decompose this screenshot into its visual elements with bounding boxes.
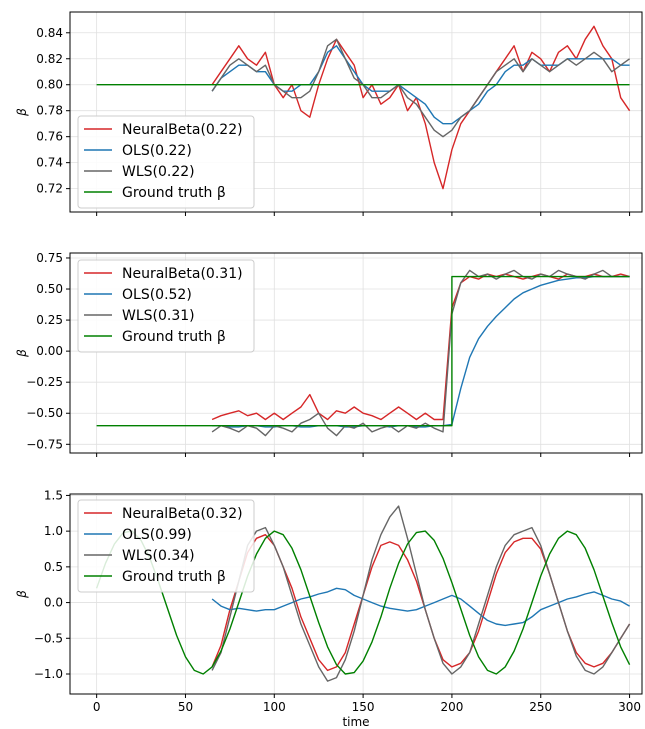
x-tick-label: 300 — [618, 700, 641, 714]
chart-panel-1: 0.72 0.74 0.76 0.78 0.80 0.82 0.84 β NeuralBeta(… — [15, 11, 643, 216]
series-line-2 — [211, 587, 630, 627]
y-tick-label: 0.82 — [36, 52, 63, 66]
legend-label: NeuralBeta(0.22) — [122, 122, 243, 138]
legend-label: OLS(0.99) — [122, 527, 192, 543]
y-axis-label: β — [15, 108, 29, 117]
legend-label: WLS(0.34) — [122, 548, 195, 564]
y-tick-label: 0.84 — [36, 26, 63, 40]
series-line-3 — [211, 38, 631, 138]
y-tick-label: 0.00 — [36, 344, 63, 358]
x-tick-label: 0 — [93, 700, 101, 714]
legend-box — [77, 115, 255, 209]
legend-label: NeuralBeta(0.32) — [122, 506, 243, 522]
plot-frame — [69, 493, 643, 695]
legend-label: NeuralBeta(0.31) — [122, 266, 243, 282]
series-line-1 — [211, 273, 630, 421]
x-tick-label: 100 — [263, 700, 286, 714]
x-tick-label: 150 — [352, 700, 375, 714]
y-tick-label: 0.0 — [44, 596, 63, 610]
legend-label: Ground truth β — [122, 569, 226, 585]
legend-box — [77, 259, 255, 353]
x-tick-label: 250 — [529, 700, 552, 714]
chart-panel-3: −1.0 −0.5 0.0 0.5 1.0 1.5 0 50 100 150 200 250 300 β t… — [15, 488, 643, 729]
y-tick-label: −0.75 — [26, 437, 63, 451]
y-tick-label: 0.80 — [36, 78, 63, 92]
y-tick-label: 0.72 — [36, 182, 63, 196]
legend-label: Ground truth β — [122, 185, 226, 201]
x-axis-label: time — [342, 715, 369, 729]
y-tick-label: −0.25 — [26, 375, 63, 389]
y-tick-label: −0.5 — [34, 631, 63, 645]
y-tick-label: 0.25 — [36, 313, 63, 327]
legend: NeuralBeta(0.22) OLS(0.22) WLS(0.22) Ground… — [77, 115, 255, 209]
y-tick-label: 0.74 — [36, 156, 63, 170]
y-tick-label: 0.76 — [36, 130, 63, 144]
legend-label: OLS(0.52) — [122, 287, 192, 303]
series-line-4 — [95, 530, 631, 675]
y-tick-label: 0.78 — [36, 104, 63, 118]
y-tick-label: 0.50 — [36, 282, 63, 296]
legend: NeuralBeta(0.31) OLS(0.52) WLS(0.31) Ground… — [77, 259, 255, 353]
x-tick-label: 200 — [440, 700, 463, 714]
series-line-1 — [211, 25, 631, 190]
y-tick-label: 0.75 — [36, 251, 63, 265]
y-tick-label: −1.0 — [34, 667, 63, 681]
plot-frame — [69, 252, 643, 454]
y-tick-label: 1.0 — [44, 524, 63, 538]
series-line-4 — [96, 275, 630, 427]
chart-panel-2: −0.75 −0.50 −0.25 0.00 0.25 0.50 0.75 β NeuralBe… — [15, 251, 643, 457]
y-tick-label: 0.5 — [44, 560, 63, 574]
x-tick-label: 50 — [178, 700, 193, 714]
y-tick-label: 1.5 — [44, 488, 63, 502]
legend: NeuralBeta(0.32) OLS(0.99) WLS(0.34) Ground… — [77, 499, 255, 593]
legend-box — [77, 499, 255, 593]
legend-label: OLS(0.22) — [122, 143, 192, 159]
plot-frame — [69, 11, 643, 213]
y-axis-label: β — [15, 590, 29, 599]
legend-label: WLS(0.22) — [122, 164, 195, 180]
series-line-3 — [211, 505, 631, 682]
legend-label: WLS(0.31) — [122, 308, 195, 324]
series-line-3 — [211, 269, 630, 437]
y-axis-label: β — [15, 349, 29, 358]
legend-label: Ground truth β — [122, 329, 226, 345]
y-tick-label: −0.50 — [26, 406, 63, 420]
series-line-2 — [212, 275, 630, 428]
